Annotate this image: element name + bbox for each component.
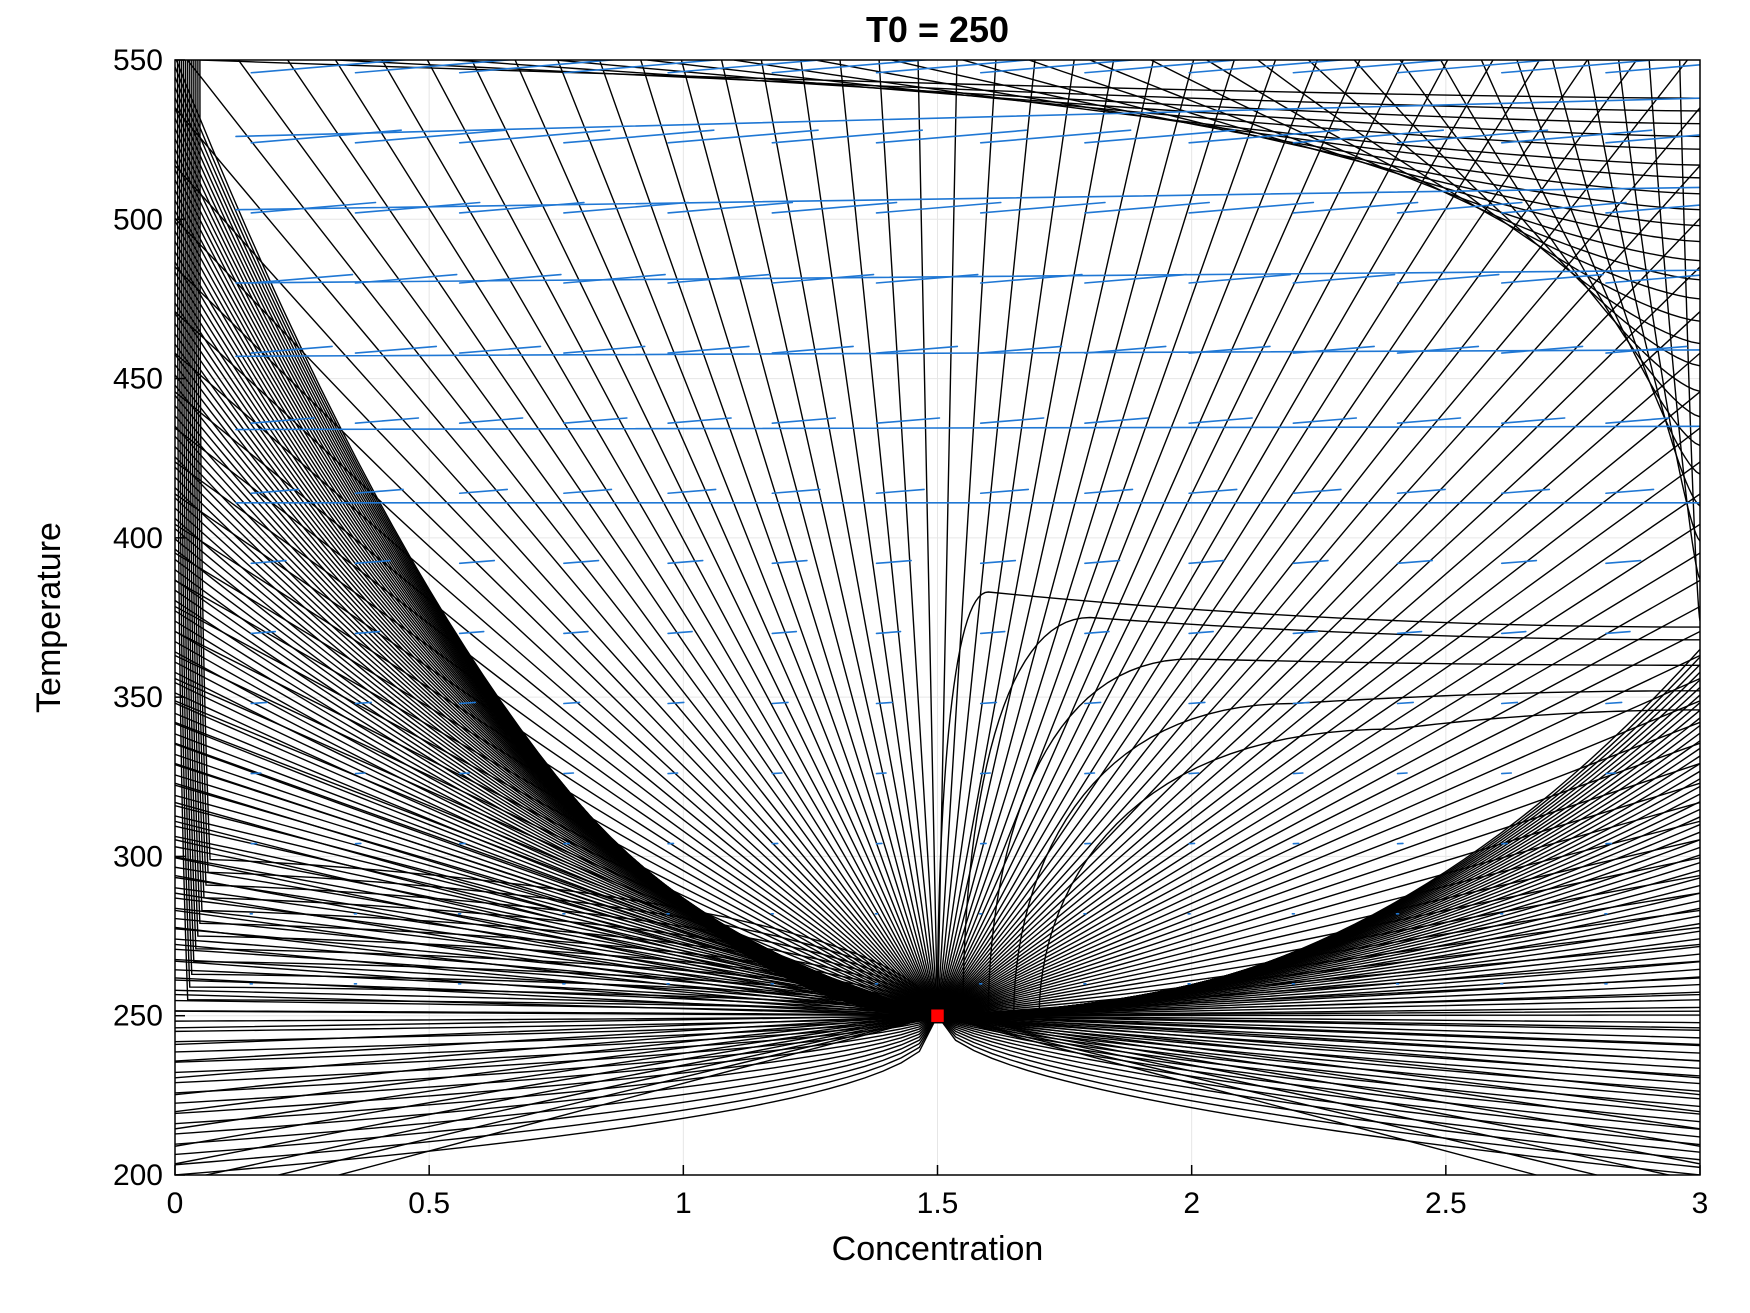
xtick-label: 1 <box>675 1187 692 1220</box>
xtick-label: 0.5 <box>408 1187 450 1220</box>
y-axis-label: Temperature <box>30 522 68 713</box>
ytick-label: 400 <box>113 522 163 555</box>
x-axis-label: Concentration <box>832 1230 1044 1268</box>
fixed-point-marker <box>931 1009 945 1023</box>
xtick-label: 2.5 <box>1425 1187 1467 1220</box>
ytick-label: 500 <box>113 203 163 236</box>
ytick-label: 450 <box>113 363 163 396</box>
ytick-label: 200 <box>113 1159 163 1192</box>
ytick-label: 350 <box>113 681 163 714</box>
ytick-label: 250 <box>113 1000 163 1033</box>
xtick-label: 1.5 <box>917 1187 959 1220</box>
ytick-label: 550 <box>113 44 163 77</box>
xtick-label: 2 <box>1183 1187 1200 1220</box>
xtick-label: 3 <box>1692 1187 1709 1220</box>
ytick-label: 300 <box>113 840 163 873</box>
chart-title: T0 = 250 <box>866 9 1009 50</box>
phase-portrait-chart: 0 0.5 1 1.5 2 2.5 3 200 250 300 350 400 450 500 550 T0 … <box>0 0 1750 1313</box>
xtick-label: 0 <box>167 1187 184 1220</box>
